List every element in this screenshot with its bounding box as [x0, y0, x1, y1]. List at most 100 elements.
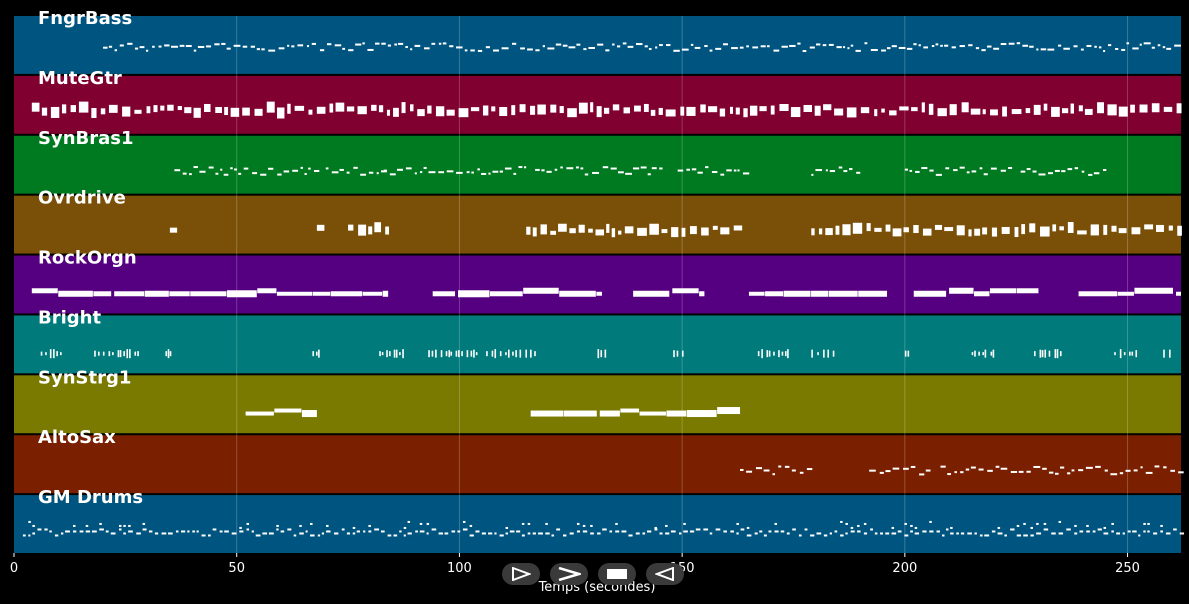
note: [444, 532, 449, 535]
note: [992, 349, 995, 358]
note: [791, 469, 796, 472]
note: [117, 350, 120, 358]
note: [659, 167, 663, 170]
note: [512, 351, 514, 356]
note: [550, 230, 556, 235]
play-button[interactable]: [502, 563, 540, 585]
note: [708, 106, 718, 113]
note: [588, 228, 593, 233]
note: [661, 229, 668, 234]
note: [949, 104, 957, 116]
note: [511, 105, 516, 116]
note: [523, 287, 559, 294]
note: [348, 49, 354, 52]
note: [1044, 349, 1047, 358]
note: [1133, 469, 1138, 472]
note: [142, 522, 146, 525]
note: [257, 288, 277, 294]
rewind-button[interactable]: [646, 563, 684, 585]
note: [442, 42, 447, 45]
note: [881, 108, 885, 113]
note: [967, 532, 972, 535]
note: [934, 224, 943, 230]
note: [1056, 349, 1059, 359]
note: [148, 530, 153, 533]
track-label: AltoSax: [38, 427, 116, 448]
note: [869, 469, 876, 472]
note: [165, 351, 168, 357]
note: [177, 106, 182, 111]
note: [473, 349, 475, 358]
note: [835, 225, 840, 235]
note: [671, 227, 679, 238]
note: [612, 43, 615, 46]
note: [110, 532, 116, 535]
note: [563, 410, 597, 417]
note: [315, 351, 318, 356]
note: [261, 48, 265, 51]
note: [733, 169, 737, 172]
note: [1151, 46, 1155, 49]
note: [532, 532, 536, 535]
note: [346, 106, 355, 112]
note: [475, 352, 478, 356]
note: [983, 173, 988, 176]
track-label: GM Drums: [38, 487, 143, 508]
note: [374, 528, 380, 531]
note: [56, 351, 58, 357]
note: [804, 528, 808, 531]
stop-button[interactable]: [598, 563, 636, 585]
note: [1147, 530, 1150, 533]
note: [545, 522, 548, 525]
note: [499, 107, 508, 117]
note: [196, 530, 199, 533]
note: [781, 45, 788, 48]
note: [863, 532, 868, 535]
note: [167, 349, 170, 359]
track-altosax: [14, 435, 1184, 494]
note: [1094, 45, 1097, 48]
note: [1090, 224, 1099, 236]
note: [1036, 522, 1039, 525]
note: [387, 44, 391, 47]
note: [719, 108, 726, 117]
note: [881, 49, 886, 52]
note: [686, 168, 690, 171]
note: [726, 169, 732, 172]
note: [679, 532, 682, 535]
note: [1093, 172, 1100, 175]
note: [291, 45, 295, 48]
note: [981, 49, 986, 52]
note: [342, 47, 346, 50]
fast-forward-button[interactable]: [550, 563, 588, 585]
note: [445, 351, 448, 357]
note: [874, 227, 882, 232]
note: [1067, 168, 1073, 171]
note: [959, 166, 965, 169]
note: [1125, 469, 1131, 472]
note: [37, 528, 42, 531]
note: [499, 170, 504, 173]
note: [91, 108, 97, 119]
note: [274, 408, 302, 413]
note: [740, 528, 745, 531]
note: [299, 532, 304, 535]
note: [219, 530, 223, 533]
note: [889, 110, 897, 116]
track-label: FngrBass: [38, 8, 132, 29]
note: [590, 532, 594, 535]
note: [1153, 532, 1158, 535]
note: [108, 351, 111, 357]
note: [840, 534, 844, 537]
note: [438, 171, 445, 174]
play-icon: [512, 567, 531, 581]
note: [1016, 42, 1021, 45]
note: [189, 173, 192, 176]
note: [458, 108, 469, 118]
note: [341, 528, 345, 531]
note: [368, 226, 373, 235]
note: [1107, 104, 1117, 116]
note: [580, 167, 584, 170]
note: [1043, 528, 1049, 531]
note: [1034, 351, 1036, 357]
